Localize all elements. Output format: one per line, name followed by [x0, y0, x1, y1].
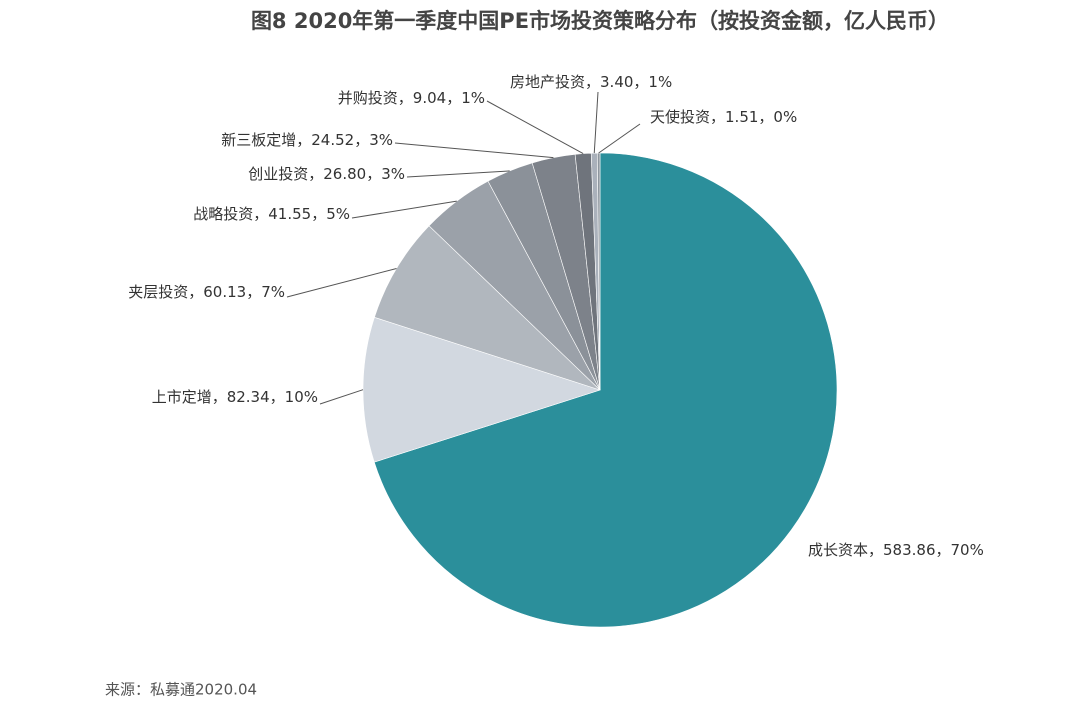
data-label: 夹层投资，60.13，7%: [128, 283, 285, 301]
data-label: 房地产投资，3.40，1%: [510, 73, 672, 91]
leader-line: [394, 142, 554, 159]
pie-slice: [362, 316, 601, 463]
data-label: 创业投资，26.80，3%: [248, 165, 405, 183]
leader-line: [593, 91, 599, 154]
data-label: 并购投资，9.04，1%: [338, 89, 485, 107]
label-category: 创业投资: [248, 165, 308, 183]
label-category: 夹层投资: [128, 283, 188, 301]
label-category: 天使投资: [650, 108, 710, 126]
leader-line: [319, 389, 364, 405]
label-value: ，3.40，1%: [585, 73, 672, 91]
pie-slice: [373, 152, 838, 628]
label-value: ，1.51，0%: [710, 108, 797, 126]
data-label: 天使投资，1.51，0%: [650, 108, 797, 126]
label-category: 房地产投资: [510, 73, 585, 91]
label-value: ，60.13，7%: [188, 283, 285, 301]
label-category: 成长资本: [808, 541, 868, 559]
source: 来源：私募通2020.04: [105, 681, 257, 699]
label-value: ，82.34，10%: [212, 388, 318, 406]
label-value: ，583.86，70%: [868, 541, 984, 559]
label-value: ，24.52，3%: [296, 131, 393, 149]
label-category: 战略投资: [193, 205, 253, 223]
leader-line: [486, 100, 584, 155]
data-label: 成长资本，583.86，70%: [808, 541, 984, 559]
label-category: 新三板定增: [221, 131, 296, 149]
chart-title: 图8 2020年第一季度中国PE市场投资策略分布（按投资金额，亿人民币）: [251, 9, 949, 33]
leader-line: [351, 200, 457, 219]
data-label: 上市定增，82.34，10%: [152, 388, 318, 406]
data-label: 战略投资，41.55，5%: [193, 205, 350, 223]
label-value: ，9.04，1%: [398, 89, 485, 107]
label-category: 并购投资: [338, 89, 398, 107]
leader-line: [406, 170, 510, 178]
label-value: ，41.55，5%: [253, 205, 350, 223]
label-value: ，26.80，3%: [308, 165, 405, 183]
leader-line: [286, 267, 397, 298]
label-category: 上市定增: [152, 388, 212, 406]
leader-line: [598, 123, 641, 154]
data-label: 新三板定增，24.52，3%: [221, 131, 393, 149]
pie-slice: [374, 225, 601, 391]
